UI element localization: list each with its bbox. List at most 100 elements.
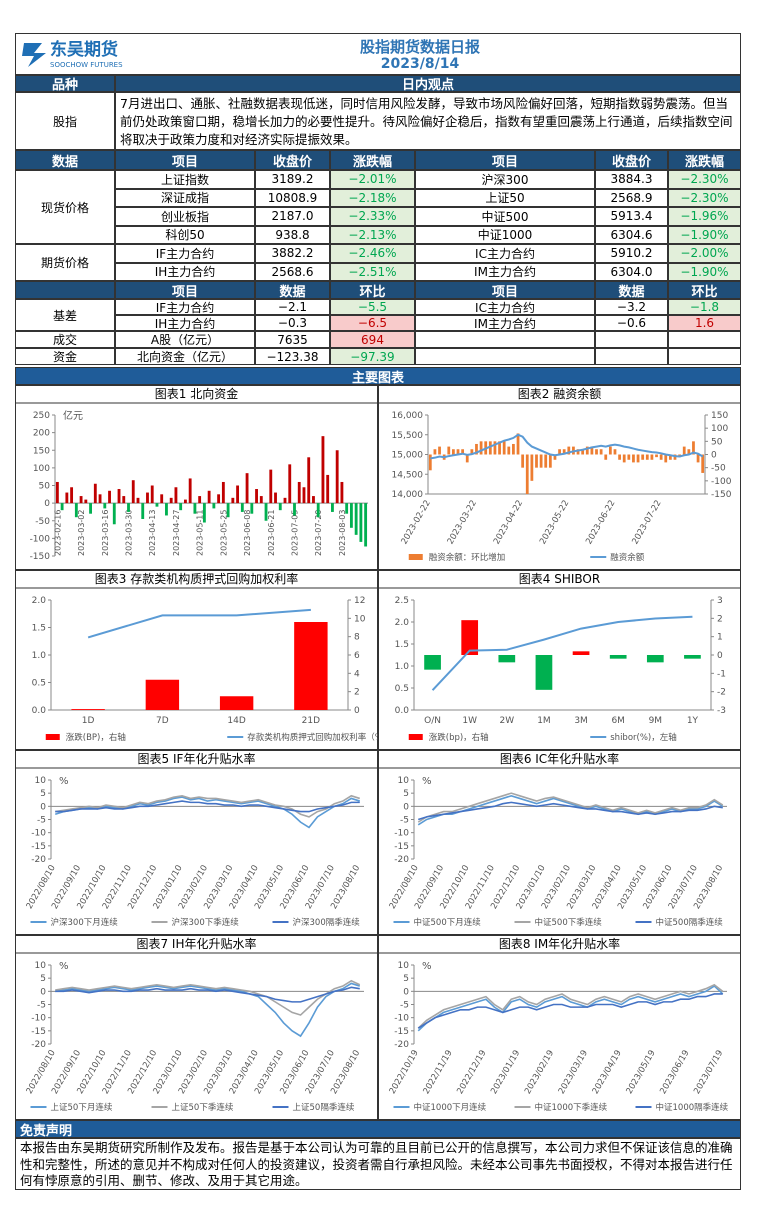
tick-label: 5: [40, 789, 46, 799]
table-cell: IH主力合约: [115, 262, 255, 281]
bar: [141, 503, 145, 519]
chart-title: 图表4 SHIBOR: [519, 572, 600, 586]
bar: [535, 655, 553, 690]
bar: [692, 441, 695, 455]
x-tick-label: O/N: [424, 716, 441, 726]
tick-label: 0: [403, 802, 409, 812]
tick-label: 50: [39, 482, 51, 492]
bar: [219, 696, 254, 710]
table-cell: 694: [330, 331, 415, 348]
table-header: [15, 281, 115, 299]
bar: [609, 655, 627, 659]
bar: [507, 446, 511, 455]
bar: [288, 464, 292, 504]
bar: [553, 454, 557, 460]
legend-label: 沪深300下季连续: [172, 917, 240, 928]
bar: [160, 494, 164, 504]
x-tick-label: 2023-05-25: [219, 510, 228, 557]
table-cell: [415, 331, 595, 348]
bar: [278, 503, 282, 511]
chart-title: 图表3 存款类机构质押式回购加权利率: [95, 571, 298, 586]
x-tick-label: 2023/05/19: [625, 1049, 658, 1096]
panel-border: [378, 570, 741, 750]
tick-label: -100: [30, 534, 51, 544]
table-cell: −0.3: [255, 315, 330, 331]
table-cell: 7635: [255, 331, 330, 348]
x-tick-label: 2023-03-16: [101, 510, 110, 557]
tick-label: 2.0: [395, 618, 410, 628]
bar: [217, 494, 221, 504]
x-tick-label: 2023-06-08: [243, 510, 252, 557]
bar: [145, 679, 180, 710]
table-cell: −2.13%: [330, 225, 415, 244]
legend-label: 中证1000下季连续: [535, 1102, 608, 1113]
bar: [112, 503, 116, 525]
tick-label: 5: [403, 974, 409, 984]
table-cell: −2.30%: [668, 188, 741, 207]
x-tick-label: 14D: [227, 716, 245, 726]
legend-label: 沪深300下月连续: [51, 917, 119, 928]
bar: [212, 503, 216, 509]
bar: [581, 449, 585, 455]
table-cell: −1.96%: [668, 207, 741, 226]
bar: [558, 449, 561, 455]
bar: [696, 454, 700, 463]
tick-label: 12: [354, 596, 365, 606]
bar: [193, 503, 197, 514]
tick-label: 0: [354, 706, 360, 716]
x-tick-label: 2023/06/19: [658, 1049, 691, 1096]
bar: [312, 496, 315, 504]
table-cell: 1.6: [668, 315, 741, 331]
x-tick-label: 2023/03/19: [557, 1049, 590, 1096]
line-series: [417, 792, 724, 823]
chart-title: 图表7 IH年化升贴水率: [136, 936, 256, 951]
bar: [84, 499, 88, 504]
bar: [530, 454, 534, 481]
bar: [307, 457, 311, 504]
legend-label: 涨跌(BP)，右轴: [66, 732, 126, 743]
tick-label: -1: [717, 669, 726, 679]
bar: [250, 503, 254, 514]
bar: [618, 454, 621, 460]
bar: [221, 481, 225, 504]
tick-label: -150: [711, 490, 732, 500]
x-tick-label: 3M: [574, 716, 588, 726]
bar: [684, 655, 701, 659]
legend-label: shibor(%)，左轴: [610, 732, 676, 743]
tick-label: -10: [31, 829, 46, 839]
table-cell: −2.46%: [330, 244, 415, 263]
bar: [70, 487, 74, 504]
tick-label: 4: [354, 669, 360, 679]
bar: [673, 454, 677, 460]
tick-label: 1.5: [395, 640, 409, 650]
bar: [55, 481, 59, 504]
tick-label: -5: [400, 1001, 409, 1011]
x-tick-label: 2023-04-27: [172, 510, 181, 557]
table-cell: 3189.2: [255, 170, 330, 189]
line-series: [55, 982, 361, 1038]
bar: [655, 454, 658, 458]
bar: [636, 454, 640, 463]
table-cell: [595, 331, 668, 348]
table-cell: 3882.2: [255, 244, 330, 263]
legend-swatch: [408, 734, 423, 740]
bar: [165, 503, 168, 516]
table-cell: IH主力合约: [115, 315, 255, 331]
bar: [433, 449, 437, 455]
table-cell: −2.30%: [668, 170, 741, 189]
tick-label: 6: [354, 651, 360, 661]
panel-border: [15, 750, 378, 935]
bar: [103, 503, 107, 509]
legend-label: 上证50下月连续: [51, 1102, 113, 1113]
bar: [150, 485, 154, 504]
bar: [604, 454, 608, 460]
bar: [595, 449, 598, 455]
tick-label: -20: [31, 1040, 46, 1050]
line-series: [55, 800, 360, 813]
legend-label: 沪深300隔季连续: [293, 917, 361, 928]
y-axis-label: %: [59, 776, 69, 787]
table-cell: [668, 348, 741, 365]
table-header: 环比: [668, 281, 741, 299]
tick-label: 0: [717, 651, 723, 661]
bar: [108, 490, 111, 504]
